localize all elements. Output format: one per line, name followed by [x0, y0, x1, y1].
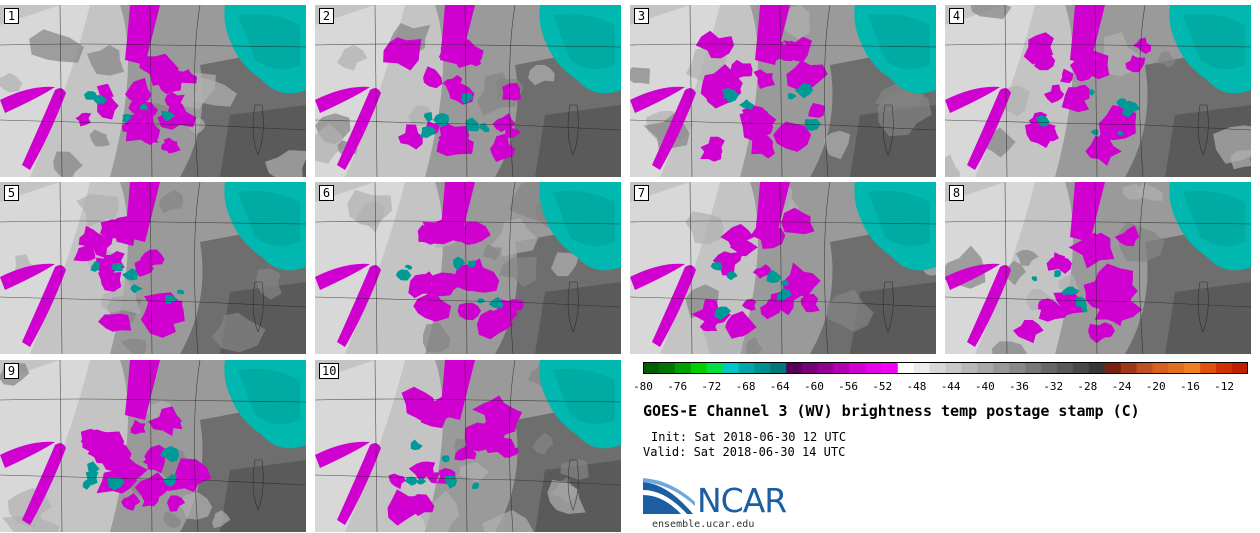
stamp-panel-3: 3 — [630, 5, 936, 177]
colorbar-segment — [993, 362, 1010, 374]
colorbar-tick-label: -80 — [633, 380, 653, 393]
colorbar-tick-label: -72 — [701, 380, 722, 393]
colorbar-tick-label: -60 — [803, 380, 824, 393]
colorbar-segment — [722, 362, 740, 374]
colorbar-segment — [913, 362, 931, 374]
colorbar-tick-label: -44 — [940, 380, 961, 393]
valid-time: Valid: Sat 2018-06-30 14 UTC — [643, 445, 846, 459]
stamp-panel-4: 4 — [945, 5, 1251, 177]
colorbar-segment — [1152, 362, 1169, 374]
ncar-logo-text: NCAR — [697, 481, 787, 520]
stamp-panel-9: 9 — [0, 360, 306, 532]
panel-label: 10 — [319, 363, 340, 379]
stamp-panel-8: 8 — [945, 182, 1251, 354]
site-url: ensemble.ucar.edu — [652, 519, 755, 530]
colorbar-segment — [834, 362, 851, 374]
colorbar-segment — [786, 362, 803, 374]
stamp-panel-2: 2 — [315, 5, 621, 177]
colorbar-segment — [1072, 362, 1090, 374]
stamp-map-8 — [945, 182, 1251, 354]
panel-label: 3 — [634, 8, 649, 24]
colorbar-segment — [1216, 362, 1233, 374]
colorbar-segment — [881, 362, 899, 374]
colorbar-segment — [1009, 362, 1026, 374]
stamp-map-6 — [315, 182, 621, 354]
colorbar-tick-label: -32 — [1043, 380, 1064, 393]
colorbar-tick-label: -36 — [1009, 380, 1029, 393]
panel-label: 9 — [4, 363, 19, 379]
colorbar-segment — [754, 362, 771, 374]
colorbar-segment — [1088, 362, 1106, 374]
panel-label: 1 — [4, 8, 19, 24]
colorbar-segment — [945, 362, 963, 374]
colorbar-tick-label: -76 — [667, 380, 688, 393]
colorbar-segment — [1025, 362, 1042, 374]
colorbar-segment — [1200, 362, 1217, 374]
init-time: Init: Sat 2018-06-30 12 UTC — [651, 430, 847, 444]
stamp-map-3 — [630, 5, 936, 177]
panel-label: 5 — [4, 185, 19, 201]
colorbar-segment — [1056, 362, 1074, 374]
colorbar-segment — [802, 362, 819, 374]
colorbar-segment — [1136, 362, 1154, 374]
stamp-panel-7: 7 — [630, 182, 936, 354]
colorbar-segment — [706, 362, 724, 374]
colorbar-segment — [1184, 362, 1201, 374]
colorbar-tick-label: -68 — [735, 380, 756, 393]
colorbar-segment — [849, 362, 867, 374]
stamp-panel-1: 1 — [0, 5, 306, 177]
colorbar-segment — [770, 362, 787, 374]
panel-label: 7 — [634, 185, 649, 201]
colorbar-segment — [1232, 362, 1248, 374]
stamp-panel-6: 6 — [315, 182, 621, 354]
colorbar-segment — [865, 362, 883, 374]
panel-label: 2 — [319, 8, 334, 24]
colorbar-segment — [658, 362, 676, 374]
colorbar-segment — [643, 362, 660, 374]
colorbar-tick-label: -20 — [1145, 380, 1166, 393]
stamp-map-2 — [315, 5, 621, 177]
colorbar-segment — [897, 362, 915, 374]
colorbar-segment — [929, 362, 947, 374]
panel-label: 6 — [319, 185, 334, 201]
stamp-map-4 — [945, 5, 1251, 177]
colorbar-segment — [1104, 362, 1122, 374]
colorbar-segment — [1041, 362, 1058, 374]
panel-label: 4 — [949, 8, 964, 24]
colorbar-segment — [1120, 362, 1138, 374]
colorbar-segment — [818, 362, 835, 374]
colorbar-tick-label: -16 — [1179, 380, 1200, 393]
stamp-map-5 — [0, 182, 306, 354]
colorbar-tick-label: -40 — [974, 380, 995, 393]
colorbar-segment — [690, 362, 708, 374]
colorbar-tick-label: -48 — [906, 380, 927, 393]
stamp-map-7 — [630, 182, 936, 354]
ncar-logo-icon — [643, 478, 695, 514]
stamp-panel-5: 5 — [0, 182, 306, 354]
colorbar-segment — [961, 362, 978, 374]
panel-label: 8 — [949, 185, 964, 201]
colorbar-tick-label: -52 — [872, 380, 893, 393]
stamp-map-9 — [0, 360, 306, 532]
colorbar-segment — [738, 362, 756, 374]
colorbar — [643, 362, 1248, 374]
figure-title: GOES-E Channel 3 (WV) brightness temp po… — [643, 402, 1140, 420]
stamp-map-10 — [315, 360, 621, 532]
stamp-map-1 — [0, 5, 306, 177]
colorbar-tick-label: -24 — [1111, 380, 1132, 393]
colorbar-tick-label: -12 — [1214, 380, 1234, 393]
colorbar-segment — [1168, 362, 1185, 374]
colorbar-tick-label: -28 — [1077, 380, 1098, 393]
colorbar-segment — [674, 362, 692, 374]
colorbar-segment — [977, 362, 994, 374]
stamp-panel-10: 10 — [315, 360, 621, 532]
colorbar-tick-label: -56 — [838, 380, 859, 393]
colorbar-tick-label: -64 — [769, 380, 790, 393]
